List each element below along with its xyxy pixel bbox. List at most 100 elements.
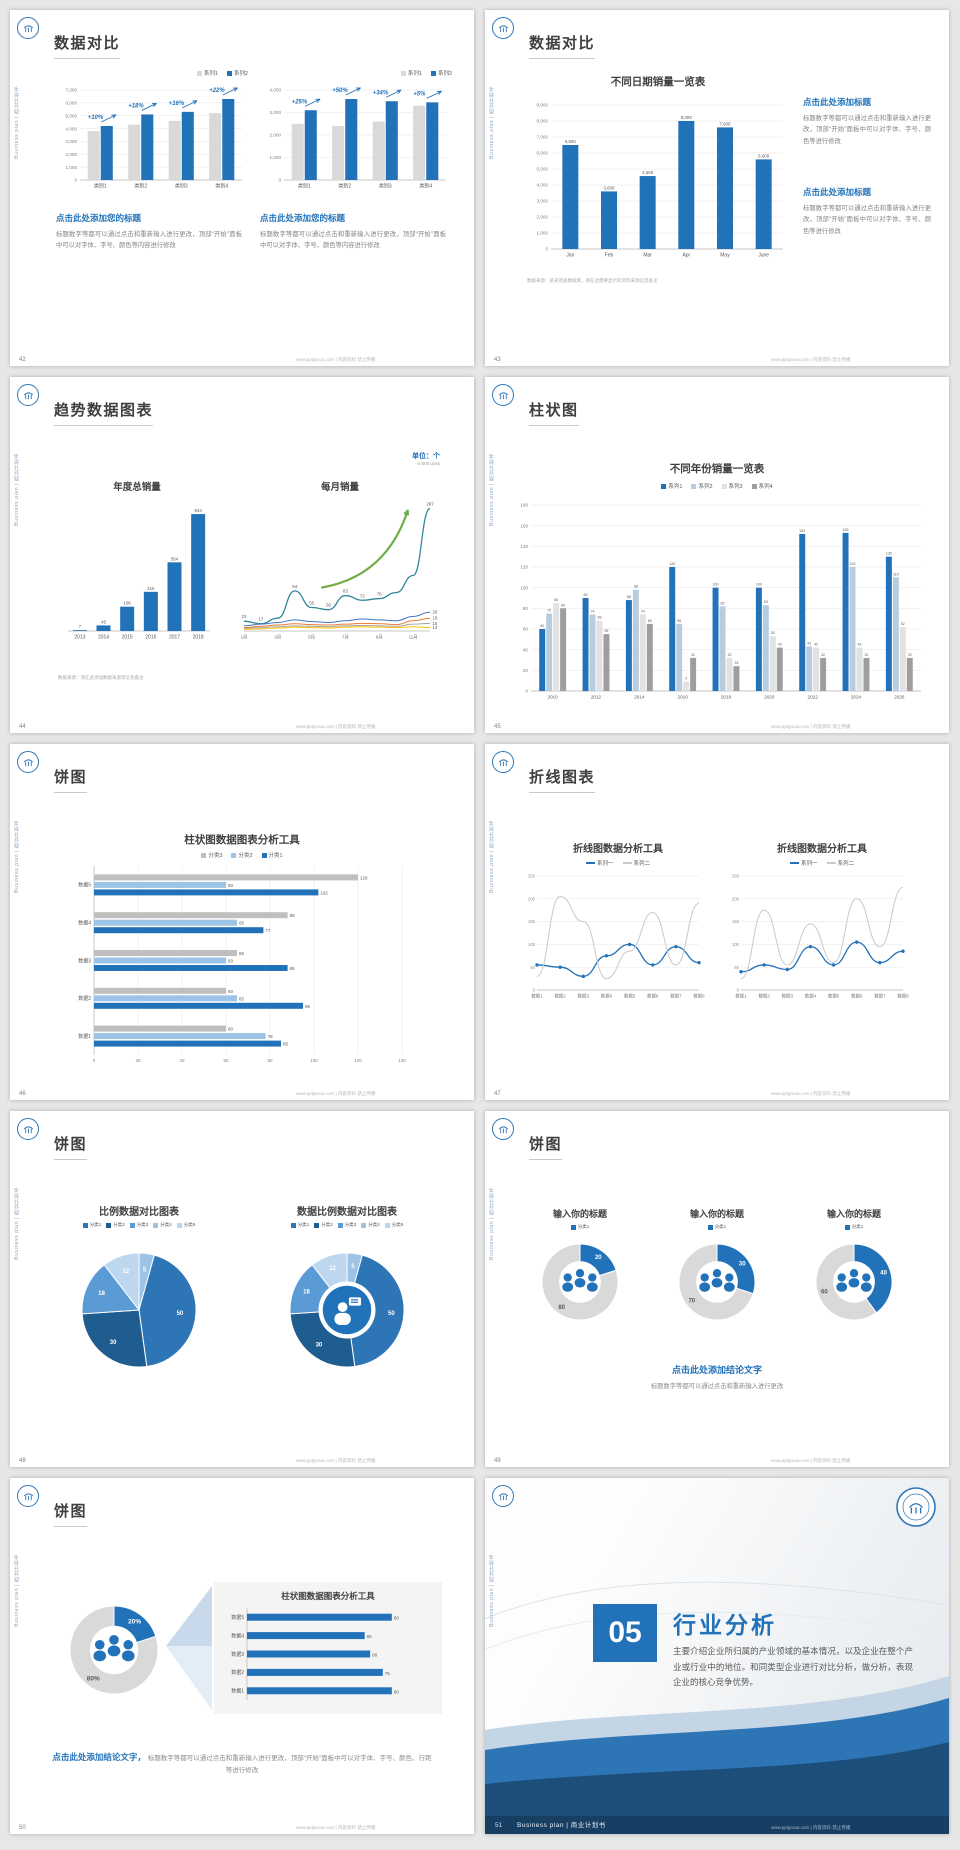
chart-legend: 分类1 分类2 分类3 分类4 分类5 [252, 1220, 442, 1230]
svg-text:80: 80 [394, 1689, 400, 1694]
svg-text:30: 30 [316, 1342, 323, 1348]
donut-chart: 5 50 30 18 12 [289, 1252, 405, 1368]
svg-text:100: 100 [732, 942, 740, 947]
legend-swatch [751, 483, 757, 489]
svg-text:Apr: Apr [682, 253, 690, 259]
svg-text:83: 83 [343, 589, 348, 594]
svg-text:60: 60 [821, 1290, 828, 1296]
svg-text:80: 80 [394, 1616, 400, 1621]
sidebar-vertical-text: Business plan | 商业计划书 [14, 86, 20, 159]
svg-text:+18%: +18% [128, 103, 144, 109]
svg-text:20: 20 [433, 610, 438, 615]
slide-47-line-charts: 折线图表 折线图数据分析工具 系列一 系列二 0 50 100 150 200 250 数据1… [485, 744, 949, 1100]
legend-item: 分类1 [844, 1224, 863, 1230]
svg-text:32: 32 [691, 653, 695, 657]
svg-text:9: 9 [685, 677, 687, 681]
page-number: 47 [494, 1091, 501, 1097]
watermark: www.pptgroua.com | 内容资料·禁止传播 [296, 357, 376, 362]
legend-swatch [622, 862, 632, 864]
svg-text:数据6: 数据6 [851, 993, 863, 1000]
legend-item: 分类1 [82, 1222, 101, 1228]
chart-title: 年度总销量 [113, 482, 161, 493]
svg-text:数据2: 数据2 [555, 993, 567, 1000]
svg-text:32: 32 [908, 653, 912, 657]
svg-text:20%: 20% [128, 1619, 141, 1626]
pie-panel-right: 数据比例数据对比图表 分类1 分类2 分类3 分类4 分类5 5 50 30 18 12 [252, 1203, 442, 1395]
legend-item: 分类3 [129, 1222, 148, 1228]
university-emblem [895, 1486, 937, 1533]
svg-text:9,000: 9,000 [537, 103, 549, 108]
svg-text:50: 50 [388, 1311, 395, 1317]
legend-swatch [129, 1222, 135, 1228]
svg-text:+5%: +5% [413, 91, 426, 97]
legend-item: 系列4 [751, 482, 773, 490]
slide-42-data-comparison: 数据对比 系列1 系列2 0 1,000 2,000 3,000 4,000 5,000 6,… [10, 10, 474, 366]
legend-item: 系列1 [400, 69, 422, 77]
panel-title: 柱状图数据图表分析工具 [281, 1591, 375, 1601]
legend-item: 分类4 [361, 1222, 380, 1228]
svg-text:类别1: 类别1 [298, 183, 311, 190]
chart-panel-left: 年度总销量 7 2013 45 2014 196 2015 316 2016 554 2017 94… [58, 479, 216, 648]
text-block: 点击此处添加标题 标题数字等都可以通过点击和重新输入进行更改，顶部“开始”面板中… [803, 96, 931, 147]
brand-logo-icon [17, 751, 39, 773]
svg-text:2012: 2012 [591, 695, 602, 700]
brand-logo-icon [17, 1485, 39, 1507]
legend-swatch [789, 862, 799, 864]
chart-legend: 分类1 [795, 1222, 913, 1232]
legend-swatch [314, 1222, 320, 1228]
svg-text:80%: 80% [87, 1675, 100, 1682]
watermark: www.pptgroua.com | 内容资料·禁止传播 [296, 724, 376, 729]
chart-title: 折线图数据分析工具 [573, 844, 663, 855]
watermark: www.pptgroua.com | 内容资料·禁止传播 [771, 724, 851, 729]
svg-text:200: 200 [732, 896, 740, 901]
svg-text:50: 50 [177, 1311, 184, 1317]
svg-text:数据5: 数据5 [828, 993, 840, 1000]
legend-swatch [82, 1222, 88, 1228]
donut-chart: 40 60 [815, 1243, 893, 1321]
chart-legend: 分类1 [521, 1222, 639, 1232]
chart-title: 折线图数据分析工具 [777, 844, 867, 855]
sidebar-vertical-text: Business plan | 商业计划书 [489, 820, 495, 893]
line-chart: 0 50 100 150 200 250 数据1 数据2 数据3 数据4 数据5 数据6 数据7 数据8 [732, 874, 909, 1000]
sidebar-vertical-text: Business plan | 商业计划书 [489, 86, 495, 159]
svg-text:2,000: 2,000 [270, 133, 282, 138]
svg-text:数据4: 数据4 [601, 993, 613, 1000]
legend-swatch [430, 70, 436, 76]
bar-chart: 0 1,000 2,000 3,000 4,000 5,000 6,000 7,000 8,00… [537, 103, 783, 259]
watermark: www.pptgroua.com | 内容资料·禁止传播 [296, 1458, 376, 1463]
svg-text:+34%: +34% [373, 90, 389, 96]
svg-text:6,500: 6,500 [565, 139, 577, 144]
svg-text:100: 100 [756, 583, 762, 587]
page-number: 42 [19, 357, 26, 363]
chart-legend: 系列一 系列二 [725, 858, 919, 868]
svg-text:75: 75 [385, 1671, 391, 1676]
svg-text:140: 140 [520, 544, 528, 549]
svg-text:Feb: Feb [605, 253, 614, 259]
chart-legend: 系列1 系列2 [56, 68, 248, 78]
block-body: 标题数字等都可以通过点击和重新输入进行更改，顶部“开始”面板中可以对字体、字号、… [803, 205, 931, 235]
block-heading: 点击此处添加您的标题 [260, 213, 346, 223]
slide-title: 饼图 [54, 766, 88, 793]
legend-item: 分类5 [384, 1222, 403, 1228]
svg-text:June: June [758, 253, 769, 259]
svg-text:65: 65 [239, 996, 245, 1001]
legend-item: 系列一 [585, 859, 614, 867]
svg-text:4,560: 4,560 [642, 170, 654, 175]
page-number: 45 [494, 724, 501, 730]
page-number: 48 [19, 1458, 26, 1464]
svg-text:40: 40 [880, 1270, 887, 1276]
slide-43-data-comparison: 数据对比 不同日期销量一览表 0 1,000 2,000 3,000 4,000 5,00… [485, 10, 949, 366]
svg-text:42: 42 [857, 643, 861, 647]
svg-text:1,000: 1,000 [270, 155, 282, 160]
svg-text:Jan: Jan [566, 253, 574, 259]
legend-swatch [196, 70, 202, 76]
svg-text:数据3: 数据3 [782, 993, 794, 1000]
brand-logo-icon [17, 17, 39, 39]
pie-chart: 5 50 30 18 12 [81, 1252, 197, 1368]
footer-label: Business plan | 商业计划书 [517, 1822, 606, 1829]
legend-swatch [585, 862, 595, 864]
svg-text:78: 78 [268, 1034, 274, 1039]
svg-text:12: 12 [122, 1269, 129, 1275]
svg-text:50: 50 [530, 965, 535, 970]
svg-text:4,000: 4,000 [66, 126, 78, 131]
